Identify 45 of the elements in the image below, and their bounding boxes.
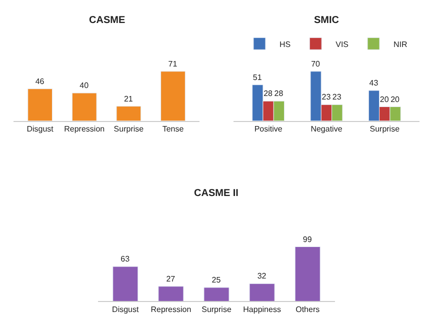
x-tick-label: Repression bbox=[64, 124, 105, 134]
x-tick-label: Tense bbox=[162, 124, 184, 134]
bar bbox=[294, 246, 320, 302]
data-label: 51 bbox=[252, 72, 262, 82]
data-label: 27 bbox=[166, 274, 176, 284]
x-tick-label: Disgust bbox=[112, 304, 140, 314]
x-tick-label: Others bbox=[296, 304, 320, 314]
data-label: 71 bbox=[168, 59, 178, 68]
data-label: 21 bbox=[124, 94, 134, 104]
x-tick-label: Surprise bbox=[370, 124, 400, 134]
bar bbox=[28, 88, 52, 121]
bar bbox=[249, 283, 275, 302]
bar bbox=[204, 287, 230, 302]
bar bbox=[116, 106, 142, 121]
bar bbox=[160, 71, 186, 121]
x-tick-label: Positive bbox=[254, 124, 283, 134]
x-tick-label: Surprise bbox=[114, 124, 144, 134]
data-label: 20 bbox=[390, 94, 400, 104]
data-label: 99 bbox=[302, 234, 312, 244]
data-label: 23 bbox=[332, 92, 342, 102]
bar bbox=[112, 266, 138, 302]
legend-label: NIR bbox=[394, 40, 408, 49]
data-label: 43 bbox=[369, 78, 379, 88]
data-label: 40 bbox=[80, 81, 90, 90]
data-label: 28 bbox=[264, 89, 274, 98]
data-label: 32 bbox=[257, 272, 267, 281]
data-label: 46 bbox=[35, 76, 45, 86]
x-tick-label: Disgust bbox=[26, 124, 54, 134]
x-tick-label: Repression bbox=[150, 304, 192, 314]
legend-label: HS bbox=[279, 40, 291, 49]
x-tick-label: Negative bbox=[310, 124, 343, 134]
data-label: 20 bbox=[380, 94, 390, 104]
data-label: 23 bbox=[322, 92, 332, 102]
x-tick-label: Surprise bbox=[202, 304, 232, 314]
chart-title: CASME bbox=[89, 15, 126, 26]
chart-title: CASME II bbox=[194, 188, 239, 199]
bar bbox=[158, 286, 184, 302]
x-tick-label: Happiness bbox=[243, 304, 281, 314]
data-label: 63 bbox=[120, 254, 130, 264]
chart-title: SMIC bbox=[314, 15, 339, 26]
legend-label: VIS bbox=[336, 40, 349, 49]
data-label: 70 bbox=[311, 59, 321, 68]
bar bbox=[72, 92, 97, 121]
data-label: 28 bbox=[274, 89, 284, 98]
data-label: 25 bbox=[212, 275, 222, 284]
